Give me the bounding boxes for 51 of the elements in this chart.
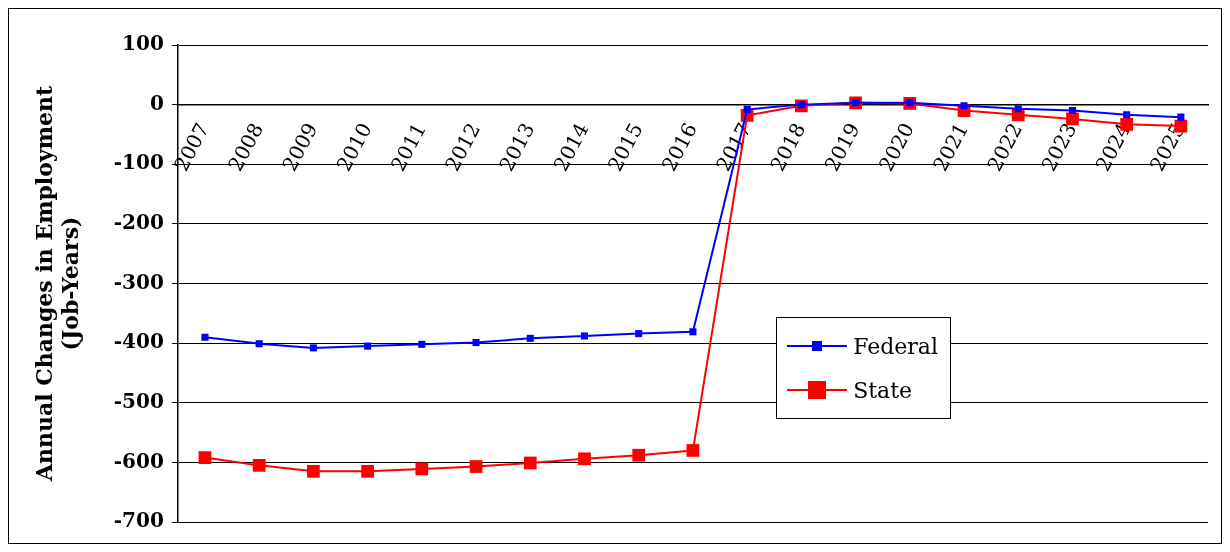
x-tick-label: 2013 (494, 118, 540, 175)
x-tick-label: 2011 (385, 118, 431, 175)
x-tick-label: 2020 (873, 118, 919, 175)
x-tick-label: 2007 (168, 118, 214, 175)
y-tick-label: -200 (113, 210, 164, 235)
point (418, 340, 426, 348)
x-tick-label: 2023 (1036, 118, 1082, 175)
x-tick-label: 2016 (656, 118, 702, 175)
legend-label: State (853, 377, 913, 403)
point (309, 344, 317, 352)
x-tick-label: 2015 (602, 118, 648, 175)
legend-label: Federal (853, 333, 938, 359)
y-tick-label: 100 (122, 31, 164, 56)
point (635, 330, 643, 338)
point (686, 444, 700, 457)
y-tick-label: -500 (113, 388, 164, 413)
point (526, 334, 534, 342)
point (472, 338, 480, 347)
point (578, 452, 591, 466)
point (415, 462, 429, 476)
y-tick-label: -600 (113, 448, 164, 473)
x-tick-label: 2019 (819, 118, 865, 175)
point (689, 328, 697, 336)
y-tick-label: -700 (113, 508, 164, 533)
x-tick-label: 2009 (277, 118, 323, 175)
point (1068, 107, 1076, 115)
x-tick-label: 2018 (765, 118, 811, 175)
point (1123, 111, 1131, 119)
point (743, 105, 751, 113)
x-tick-label: 2014 (548, 118, 594, 175)
point (632, 448, 646, 462)
point (198, 451, 212, 464)
point (252, 458, 266, 472)
point (469, 460, 483, 473)
x-tick-label: 2010 (331, 118, 377, 175)
point (364, 342, 372, 350)
point (201, 333, 209, 341)
point (255, 340, 263, 348)
y-tick-label: -100 (113, 150, 164, 175)
y-tick-label: -300 (113, 269, 164, 294)
point (307, 464, 320, 478)
y-axis-title: Annual Changes in Employment (Job-Years) (30, 85, 84, 483)
point (1177, 113, 1185, 121)
point (1014, 105, 1022, 113)
point (361, 464, 374, 478)
point (523, 456, 537, 470)
point (580, 332, 589, 340)
point (960, 102, 968, 110)
y-tick-label: 0 (149, 90, 164, 115)
x-tick-label: 2008 (223, 118, 269, 175)
y-tick-label: -400 (113, 329, 164, 354)
